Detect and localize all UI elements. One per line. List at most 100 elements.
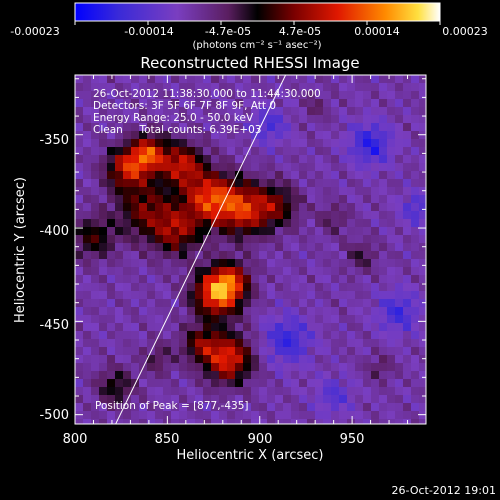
heatmap-cell — [75, 243, 84, 252]
heatmap-cell — [283, 107, 292, 116]
heatmap-cell — [267, 371, 276, 380]
heatmap-cell — [139, 331, 148, 340]
heatmap-cell — [307, 243, 316, 252]
heatmap-cell — [387, 339, 396, 348]
heatmap-cell — [395, 243, 404, 252]
heatmap-cell — [147, 411, 156, 420]
heatmap-cell — [251, 211, 260, 220]
heatmap-cell — [147, 291, 156, 300]
heatmap-cell — [203, 123, 212, 132]
heatmap-cell — [83, 243, 92, 252]
heatmap-cell — [419, 195, 426, 204]
heatmap-cell — [123, 419, 132, 424]
heatmap-cell — [323, 99, 332, 108]
heatmap-cell — [379, 131, 388, 140]
heatmap-cell — [331, 155, 340, 164]
heatmap-cell — [107, 267, 116, 276]
heatmap-cell — [323, 259, 332, 268]
heatmap-cell — [243, 147, 252, 156]
heatmap-cell — [91, 91, 100, 100]
heatmap-cell — [99, 387, 108, 396]
heatmap-cell — [211, 371, 220, 380]
heatmap-cell — [403, 99, 412, 108]
heatmap-cell — [219, 411, 228, 420]
heatmap-cell — [227, 211, 236, 220]
heatmap-cell — [339, 179, 348, 188]
heatmap-cell — [355, 307, 364, 316]
heatmap-cell — [195, 235, 204, 244]
heatmap-cell — [203, 155, 212, 164]
heatmap-cell — [107, 323, 116, 332]
heatmap-cell — [315, 91, 324, 100]
heatmap-cell — [115, 403, 124, 412]
heatmap-cell — [91, 147, 100, 156]
heatmap-cell — [147, 283, 156, 292]
heatmap-cell — [195, 331, 204, 340]
heatmap-cell — [211, 395, 220, 404]
heatmap-cell — [403, 339, 412, 348]
heatmap-cell — [275, 179, 284, 188]
heatmap-cell — [83, 195, 92, 204]
heatmap-cell — [411, 219, 420, 228]
heatmap-cell — [331, 355, 340, 364]
heatmap-cell — [155, 259, 164, 268]
heatmap-cell — [243, 275, 252, 284]
heatmap-cell — [347, 307, 356, 316]
heatmap-cell — [243, 123, 252, 132]
heatmap-cell — [115, 107, 124, 116]
heatmap-cell — [99, 203, 108, 212]
heatmap-cell — [371, 371, 380, 380]
heatmap-cell — [363, 99, 372, 108]
heatmap-cell — [347, 339, 356, 348]
heatmap-cell — [147, 331, 156, 340]
heatmap-cell — [355, 171, 364, 180]
heatmap-cell — [99, 219, 108, 228]
heatmap-cell — [347, 363, 356, 372]
heatmap-cell — [251, 259, 260, 268]
heatmap-cell — [259, 123, 268, 132]
heatmap-cell — [379, 395, 388, 404]
heatmap-cell — [411, 275, 420, 284]
heatmap-cell — [267, 331, 276, 340]
heatmap-cell — [259, 235, 268, 244]
heatmap-cell — [227, 355, 236, 364]
heatmap-cell — [307, 195, 316, 204]
heatmap-cell — [307, 91, 316, 100]
heatmap-cell — [235, 347, 244, 356]
heatmap-cell — [195, 163, 204, 172]
heatmap-cell — [243, 395, 252, 404]
heatmap-cell — [419, 331, 426, 340]
heatmap-cell — [395, 387, 404, 396]
heatmap-cell — [219, 259, 228, 268]
heatmap-cell — [147, 211, 156, 220]
heatmap-cell — [291, 275, 300, 284]
heatmap-cell — [323, 267, 332, 276]
heatmap-cell — [403, 251, 412, 260]
heatmap-cell — [291, 387, 300, 396]
heatmap-cell — [347, 203, 356, 212]
heatmap-cell — [123, 379, 132, 388]
heatmap-cell — [163, 187, 172, 196]
heatmap-cell — [227, 187, 236, 196]
heatmap-cell — [283, 307, 292, 316]
heatmap-cell — [323, 123, 332, 132]
heatmap-cell — [363, 267, 372, 276]
heatmap-cell — [235, 195, 244, 204]
heatmap-cell — [243, 171, 252, 180]
heatmap-cell — [91, 371, 100, 380]
heatmap-cell — [243, 419, 252, 424]
heatmap-cell — [91, 163, 100, 172]
heatmap-cell — [339, 323, 348, 332]
heatmap-cell — [227, 267, 236, 276]
heatmap-cell — [283, 331, 292, 340]
heatmap-cell — [115, 99, 124, 108]
heatmap-cell — [147, 187, 156, 196]
heatmap-cell — [147, 139, 156, 148]
plot-title: Reconstructed RHESSI Image — [140, 54, 359, 72]
heatmap-cell — [227, 411, 236, 420]
heatmap-cell — [171, 339, 180, 348]
heatmap-cell — [227, 219, 236, 228]
heatmap-cell — [91, 363, 100, 372]
heatmap-cell — [419, 83, 426, 92]
heatmap-cell — [99, 275, 108, 284]
